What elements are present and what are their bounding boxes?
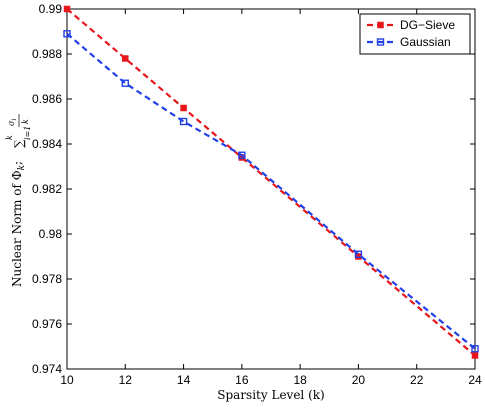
legend-box (359, 13, 471, 55)
series-layer (63, 5, 479, 359)
x-tick-label: 16 (235, 373, 249, 387)
y-tick-label: 0.99 (39, 2, 63, 16)
y-axis-ticks: 0.974 0.976 0.978 0.98 0.982 0.984 0.986 0.988 0… (32, 2, 475, 376)
legend-item: DG−Sieve (367, 18, 455, 32)
data-point (179, 117, 188, 126)
y-tick-label: 0.974 (32, 362, 62, 376)
legend-marker (376, 38, 385, 46)
data-point (63, 30, 71, 38)
y-axis-label: Nuclear Norm of Φk; ∑ k i=1 σi k (5, 114, 32, 287)
y-tick-label: 0.984 (32, 137, 62, 151)
y-tick-label: 0.978 (32, 272, 62, 286)
data-point (355, 253, 362, 260)
x-tick-label: 22 (410, 373, 424, 387)
data-point (238, 151, 246, 159)
y-axis-label-numerator-sub: i (11, 119, 18, 121)
svg-text:σi: σi (7, 119, 18, 126)
x-axis-ticks: 10 12 14 16 18 20 22 24 (60, 9, 482, 387)
data-point (354, 250, 363, 258)
y-axis-label-denominator: k (21, 119, 30, 124)
legend-item: Gaussian (367, 35, 451, 49)
series-1 (63, 30, 479, 353)
x-tick-label: 10 (60, 373, 74, 387)
y-axis-label-colon: ; (10, 161, 24, 165)
data-point (180, 104, 187, 112)
x-tick-label: 12 (119, 373, 133, 387)
y-axis-label-sum-top: k (5, 135, 14, 140)
y-axis-label-sum: ∑ (12, 139, 26, 148)
data-point (471, 345, 479, 353)
legend-marker (377, 21, 384, 29)
x-tick-label: 20 (352, 373, 366, 387)
data-point (122, 55, 129, 62)
legend-items: DG−Sieve Gaussian (367, 18, 455, 49)
plot-frame (66, 8, 476, 370)
x-axis-label: Sparsity Level (k) (217, 388, 324, 402)
legend-label: Gaussian (400, 35, 451, 49)
x-tick-label: 18 (293, 373, 307, 387)
y-tick-label: 0.982 (32, 182, 62, 196)
data-point (471, 352, 479, 359)
y-tick-label: 0.98 (39, 227, 63, 241)
y-axis-label-sub: k (17, 165, 27, 170)
y-tick-label: 0.986 (32, 92, 62, 106)
legend: DG−Sieve Gaussian (359, 13, 471, 55)
x-tick-label: 14 (177, 373, 191, 387)
y-tick-label: 0.976 (32, 317, 62, 331)
y-tick-label: 0.988 (32, 47, 62, 61)
x-tick-label: 24 (468, 373, 482, 387)
y-axis-label-numerator: σ (7, 120, 16, 126)
y-axis-label-sum-bottom: i=1 (23, 126, 32, 140)
series-line (66, 8, 476, 357)
plot-area (66, 8, 476, 370)
series-line (66, 32, 476, 350)
legend-label: DG−Sieve (400, 18, 455, 32)
data-point (63, 5, 71, 13)
data-point (121, 79, 129, 87)
svg-text:Nuclear Norm of Φk;: Nuclear Norm of Φk; (10, 161, 27, 287)
y-axis-label-text: Nuclear Norm of Φ (10, 170, 24, 287)
